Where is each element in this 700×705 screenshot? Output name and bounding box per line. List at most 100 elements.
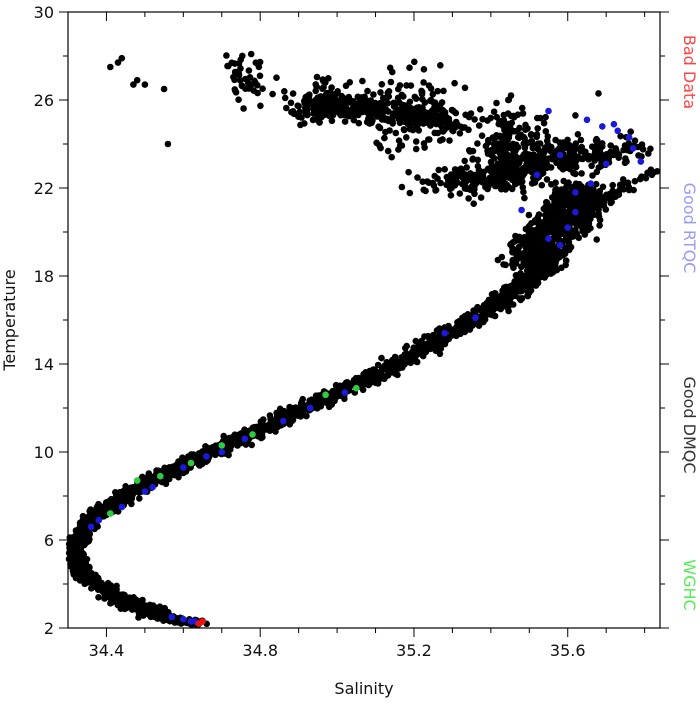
good-dmqc-point — [437, 179, 444, 187]
legend-item-wghc: WGHC — [680, 559, 699, 610]
good-dmqc-point — [319, 99, 326, 107]
good-dmqc-point — [512, 141, 520, 149]
good-dmqc-point — [266, 412, 274, 419]
good-dmqc-point — [541, 240, 548, 248]
good-rtqc-point — [556, 151, 564, 159]
good-dmqc-point — [519, 184, 527, 191]
good-dmqc-point — [414, 174, 421, 181]
good-dmqc-point — [422, 187, 429, 195]
good-dmqc-point — [420, 79, 427, 86]
good-dmqc-point — [528, 243, 535, 251]
good-dmqc-point — [76, 522, 84, 530]
scatter-points — [65, 50, 661, 629]
good-dmqc-point — [482, 183, 489, 191]
good-dmqc-point — [554, 218, 561, 226]
good-dmqc-point — [244, 79, 252, 87]
good-dmqc-point — [577, 216, 584, 224]
good-dmqc-point — [467, 323, 475, 330]
good-dmqc-point — [329, 391, 336, 398]
bad-data-point — [199, 618, 206, 625]
good-dmqc-point — [562, 244, 570, 252]
good-dmqc-point — [533, 131, 541, 138]
good-dmqc-point — [549, 244, 556, 251]
good-dmqc-point — [479, 115, 486, 123]
good-dmqc-point — [382, 128, 389, 136]
good-dmqc-point — [487, 158, 495, 166]
good-dmqc-point — [587, 224, 594, 232]
good-dmqc-point — [313, 100, 321, 108]
good-dmqc-point — [432, 187, 439, 194]
good-dmqc-point — [616, 181, 624, 189]
good-dmqc-point — [480, 168, 488, 176]
good-dmqc-point — [431, 172, 439, 180]
good-dmqc-point — [323, 89, 331, 97]
good-dmqc-point — [547, 225, 554, 233]
good-dmqc-point — [400, 113, 407, 120]
good-dmqc-point — [238, 82, 246, 89]
good-dmqc-point — [240, 105, 247, 112]
good-dmqc-point — [416, 349, 424, 357]
good-dmqc-point — [136, 495, 143, 502]
wghc-point — [322, 391, 329, 399]
good-dmqc-point — [114, 59, 122, 66]
good-dmqc-point — [354, 102, 362, 109]
good-dmqc-point — [560, 214, 567, 221]
good-dmqc-point — [608, 198, 615, 206]
good-dmqc-point — [79, 512, 87, 520]
good-rtqc-point — [572, 189, 579, 196]
good-dmqc-point — [302, 110, 310, 117]
good-dmqc-point — [505, 302, 513, 310]
good-dmqc-point — [376, 112, 384, 119]
good-rtqc-point — [564, 224, 571, 231]
good-dmqc-point — [480, 305, 488, 312]
good-dmqc-point — [327, 102, 334, 109]
good-dmqc-point — [365, 110, 372, 117]
good-dmqc-point — [257, 102, 264, 110]
good-rtqc-point — [149, 483, 156, 491]
good-dmqc-point — [514, 284, 522, 292]
good-dmqc-point — [86, 572, 94, 579]
good-dmqc-point — [453, 323, 461, 331]
good-dmqc-point — [259, 85, 266, 92]
good-dmqc-point — [544, 141, 552, 148]
good-dmqc-point — [119, 591, 127, 598]
good-dmqc-point — [475, 322, 483, 330]
legend-item-good-rtqc: Good RTQC — [680, 183, 699, 274]
good-dmqc-point — [481, 316, 489, 323]
good-dmqc-point — [164, 140, 172, 148]
good-dmqc-point — [451, 79, 458, 87]
good-dmqc-point — [364, 371, 372, 379]
good-dmqc-point — [431, 100, 439, 108]
good-dmqc-point — [107, 63, 114, 71]
good-dmqc-point — [546, 267, 553, 275]
good-dmqc-point — [80, 563, 87, 571]
good-dmqc-point — [567, 243, 575, 251]
good-dmqc-point — [400, 126, 408, 133]
good-dmqc-point — [404, 120, 412, 128]
good-dmqc-point — [577, 136, 585, 144]
good-dmqc-point — [396, 99, 403, 106]
good-dmqc-point — [95, 594, 102, 601]
good-rtqc-point — [614, 127, 621, 135]
good-dmqc-point — [228, 434, 236, 441]
good-dmqc-point — [469, 156, 476, 163]
good-dmqc-point — [95, 586, 103, 593]
good-dmqc-point — [453, 178, 460, 186]
good-dmqc-point — [566, 159, 573, 166]
good-rtqc-point — [602, 160, 610, 168]
good-dmqc-point — [548, 252, 556, 260]
good-dmqc-point — [189, 453, 197, 461]
good-dmqc-point — [341, 118, 349, 125]
good-dmqc-point — [523, 243, 531, 251]
good-dmqc-point — [332, 90, 340, 98]
good-dmqc-point — [503, 151, 511, 158]
good-dmqc-point — [519, 110, 527, 117]
good-dmqc-point — [631, 137, 639, 144]
wghc-point — [218, 442, 226, 449]
good-rtqc-point — [241, 435, 249, 443]
good-dmqc-point — [490, 108, 498, 115]
good-dmqc-point — [446, 137, 453, 144]
good-dmqc-point — [494, 256, 502, 264]
good-dmqc-point — [526, 264, 533, 272]
good-dmqc-point — [521, 233, 528, 241]
